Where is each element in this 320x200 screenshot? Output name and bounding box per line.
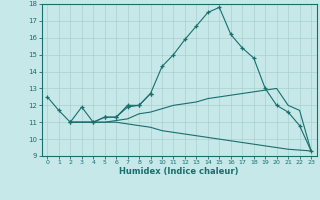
X-axis label: Humidex (Indice chaleur): Humidex (Indice chaleur) [119,167,239,176]
